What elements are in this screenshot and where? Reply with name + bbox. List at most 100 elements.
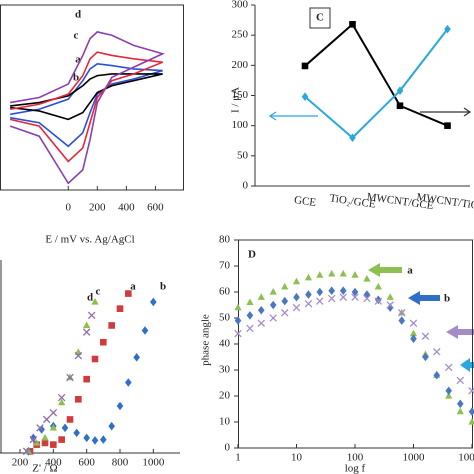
marker	[351, 287, 359, 297]
marker	[363, 294, 371, 303]
series-line	[10, 73, 163, 121]
marker	[22, 447, 31, 456]
marker	[305, 290, 312, 299]
y-axis-label: phase angle	[200, 314, 212, 366]
marker	[36, 424, 44, 432]
series-line	[304, 28, 449, 140]
series-label: d	[87, 292, 93, 304]
marker	[456, 399, 464, 409]
marker	[30, 433, 37, 443]
panel-label: D	[248, 249, 256, 261]
series-line	[9, 31, 165, 185]
y-tick-label: 50	[237, 149, 249, 161]
x-tick-label: 600	[147, 202, 164, 214]
marker	[374, 295, 382, 305]
y-tick-label: 250	[232, 29, 249, 41]
marker	[351, 271, 359, 278]
marker	[269, 288, 277, 295]
marker	[49, 408, 58, 417]
marker	[61, 423, 69, 433]
marker	[66, 373, 74, 382]
marker	[327, 294, 336, 303]
y-tick-label: 10	[219, 416, 231, 428]
marker	[257, 305, 265, 315]
series-label: c	[74, 30, 79, 42]
marker	[409, 319, 418, 327]
marker	[445, 386, 453, 396]
marker	[468, 387, 474, 395]
y-tick-label: 0	[225, 442, 231, 454]
x-tick-label: 800	[112, 457, 129, 469]
marker	[100, 435, 107, 444]
series-label: a	[130, 281, 136, 293]
marker	[269, 300, 277, 310]
marker	[125, 290, 132, 297]
x-axis-label: E / mV vs. Ag/AgCl	[45, 234, 134, 246]
series-label: d	[75, 9, 81, 21]
marker	[74, 351, 83, 360]
marker	[339, 269, 347, 277]
panel-label-box	[309, 7, 331, 29]
marker	[150, 297, 157, 307]
marker	[83, 321, 91, 329]
marker	[386, 293, 394, 300]
marker	[83, 433, 90, 443]
y-tick-label: 60	[219, 286, 231, 298]
marker	[386, 303, 394, 312]
marker	[351, 293, 359, 301]
x-axis-label: Z' / Ω	[32, 463, 57, 474]
series-line	[304, 22, 448, 127]
marker	[125, 378, 132, 387]
marker	[42, 415, 51, 424]
marker	[66, 416, 74, 423]
x-tick-label: 100	[347, 452, 364, 464]
marker	[281, 309, 289, 317]
series-label: b	[444, 293, 450, 305]
marker	[349, 133, 356, 143]
y-tick-label: 70	[219, 260, 231, 272]
y-tick-label: 80	[219, 234, 231, 246]
marker	[91, 297, 99, 305]
marker	[398, 316, 406, 325]
marker	[116, 305, 124, 312]
x-tick-label: 600	[78, 457, 95, 469]
marker	[374, 282, 382, 290]
x-tick-label: 1000	[142, 457, 165, 469]
marker	[349, 21, 356, 28]
marker	[234, 303, 242, 311]
series-line	[9, 51, 163, 163]
marker	[409, 329, 418, 337]
marker	[257, 293, 265, 300]
marker	[58, 436, 65, 443]
marker	[433, 370, 441, 380]
marker	[293, 292, 300, 302]
plot-frame	[238, 239, 473, 449]
x-tick-label: 0	[66, 202, 72, 214]
marker	[73, 428, 80, 438]
marker	[83, 375, 90, 383]
marker	[304, 273, 313, 281]
marker	[316, 287, 324, 297]
marker	[398, 309, 406, 317]
marker	[468, 407, 474, 416]
marker	[133, 353, 140, 362]
marker	[301, 92, 309, 101]
marker	[91, 436, 99, 445]
marker	[433, 348, 441, 356]
x-tick-label: 200	[89, 202, 106, 214]
marker	[281, 296, 289, 306]
y-tick-label: 40	[219, 338, 231, 350]
y-tick-label: 100	[232, 119, 249, 131]
marker	[41, 439, 49, 447]
marker	[339, 286, 347, 295]
series-label: b	[73, 72, 79, 84]
marker	[234, 329, 242, 338]
marker	[41, 433, 49, 441]
x-tick-label: 400	[45, 457, 62, 469]
marker	[49, 423, 57, 431]
marker	[91, 355, 99, 363]
marker	[339, 293, 348, 301]
marker	[246, 311, 254, 320]
marker	[456, 407, 464, 415]
